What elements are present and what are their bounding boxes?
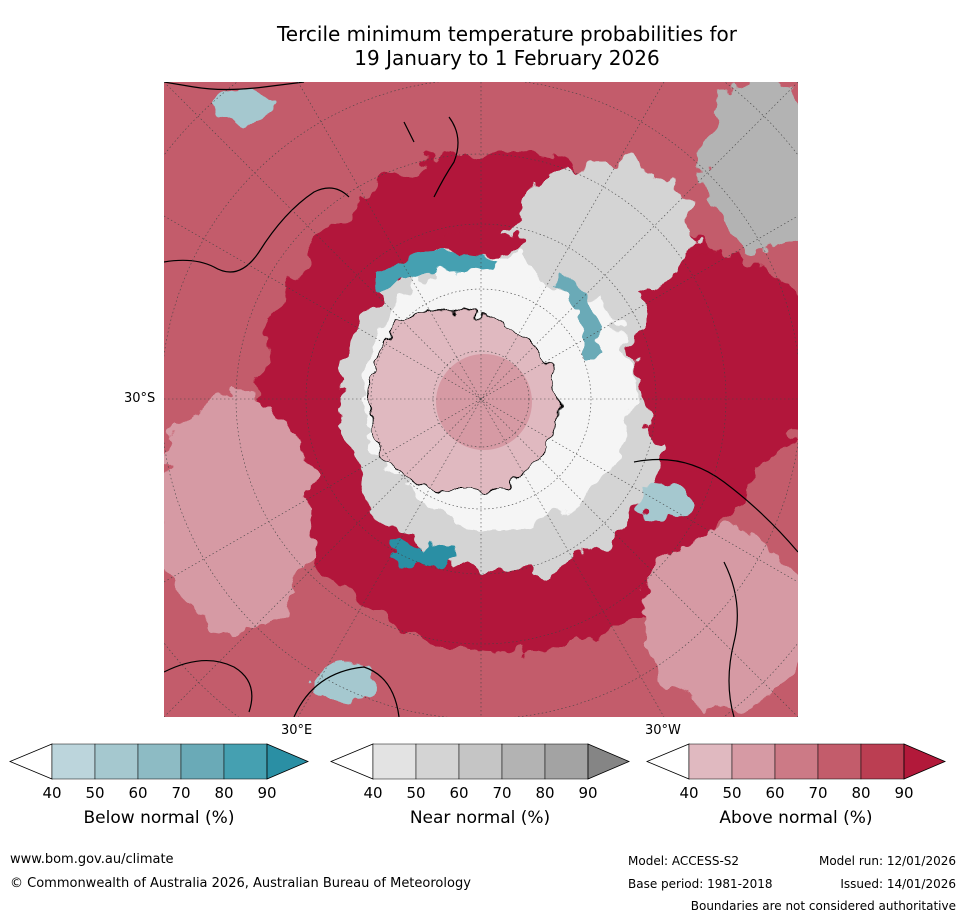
near-normal-legend-label: Near normal (%): [409, 808, 551, 828]
near-normal-ticks: 40 50 60 70 80 90: [330, 784, 630, 804]
above-normal-patch-north: [444, 228, 524, 256]
latitude-label-30s: 30°S: [124, 391, 156, 406]
colorbar-tick-label: 60: [449, 784, 469, 802]
colorbar-tick-label: 40: [363, 784, 383, 802]
colorbar-cell: [688, 743, 733, 780]
near-normal-colorbar: [330, 743, 630, 780]
website-link[interactable]: www.bom.gov.au/climate: [10, 852, 174, 867]
model-run-info: Model run: 12/01/2026: [818, 854, 956, 868]
probability-map: [164, 82, 798, 717]
colorbar-cell: [544, 743, 589, 780]
colorbar-tick-label: 60: [128, 784, 148, 802]
graticule: [164, 82, 798, 717]
south-america-outline: [633, 458, 798, 717]
colorbar-cell: [774, 743, 819, 780]
colorbar-max-triangle: [903, 743, 946, 780]
colorbar-tick-label: 40: [679, 784, 699, 802]
near-normal-patch-2: [704, 82, 798, 252]
above-normal-weak-patch-2: [644, 532, 798, 712]
below-normal-ticks: 40 50 60 70 80 90: [9, 784, 309, 804]
below-normal-arc-3: [391, 542, 458, 567]
base-period-info: Base period: 1981-2018: [628, 877, 773, 891]
boundaries-disclaimer: Boundaries are not considered authoritat…: [690, 899, 956, 913]
colorbar-cell: [860, 743, 905, 780]
colorbar-tick-label: 50: [85, 784, 105, 802]
map-canvas: [164, 82, 798, 717]
issued-info: Issued: 14/01/2026: [840, 877, 956, 891]
colorbar-cell: [415, 743, 460, 780]
colorbar-cell: [180, 743, 225, 780]
meridian-135: [164, 82, 798, 717]
temperature-probability-field: [164, 82, 798, 717]
colorbar-cell: [731, 743, 776, 780]
colorbar-tick-label: 50: [406, 784, 426, 802]
above-normal-legend-label: Above normal (%): [719, 808, 873, 828]
below-normal-patch-3: [639, 484, 689, 520]
latitude-circle-70s: [370, 288, 592, 510]
below-normal-patch-2: [314, 662, 374, 702]
colorbar-tick-label: 90: [257, 784, 277, 802]
longitude-label-30e: 30°E: [281, 723, 313, 738]
below-normal-colorbar: [9, 743, 309, 780]
colorbar-cell: [817, 743, 862, 780]
colorbar-cell: [94, 743, 139, 780]
copyright-text: © Commonwealth of Australia 2026, Austra…: [10, 876, 471, 891]
colorbar-tick-label: 80: [214, 784, 234, 802]
colorbar-cell: [458, 743, 503, 780]
colorbar-min-triangle: [330, 743, 374, 780]
new-zealand-outline: [403, 116, 459, 198]
colorbar-min-triangle: [646, 743, 690, 780]
colorbar-tick-label: 40: [42, 784, 62, 802]
model-info: Model: ACCESS-S2: [628, 854, 740, 868]
near-normal-patch: [514, 162, 694, 302]
title-line-2: 19 January to 1 February 2026: [354, 46, 660, 70]
above-normal-strong-patch: [634, 252, 798, 472]
colorbar-tick-label: 50: [722, 784, 742, 802]
longitude-label-30w: 30°W: [645, 723, 681, 738]
colorbar-tick-label: 80: [851, 784, 871, 802]
below-normal-legend-label: Below normal (%): [83, 808, 235, 828]
colorbar-cell: [372, 743, 417, 780]
colorbar-cell: [51, 743, 96, 780]
colorbar-cell: [137, 743, 182, 780]
colorbar-tick-label: 80: [535, 784, 555, 802]
below-normal-arc-2: [550, 271, 601, 358]
above-normal-ticks: 40 50 60 70 80 90: [646, 784, 946, 804]
title-line-1: Tercile minimum temperature probabilitie…: [276, 22, 738, 46]
colorbar-tick-label: 90: [578, 784, 598, 802]
colorbar-tick-label: 70: [808, 784, 828, 802]
colorbar-tick-label: 70: [492, 784, 512, 802]
colorbar-tick-label: 60: [765, 784, 785, 802]
below-normal-patch: [214, 89, 274, 125]
above-normal-weak-patch: [164, 392, 314, 632]
colorbar-min-triangle: [9, 743, 53, 780]
polar-weak-above-patch: [436, 354, 532, 450]
australia-outline: [164, 659, 400, 717]
land-outlines: [164, 82, 798, 717]
colorbar-tick-label: 70: [171, 784, 191, 802]
colorbar-tick-label: 90: [894, 784, 914, 802]
colorbar-cell: [501, 743, 546, 780]
colorbar-max-triangle: [587, 743, 630, 780]
above-normal-colorbar: [646, 743, 946, 780]
below-normal-arc: [370, 251, 497, 290]
africa-outline: [164, 82, 350, 273]
map-title: Tercile minimum temperature probabilitie…: [0, 22, 965, 70]
colorbar-max-triangle: [266, 743, 309, 780]
colorbar-cell: [223, 743, 268, 780]
